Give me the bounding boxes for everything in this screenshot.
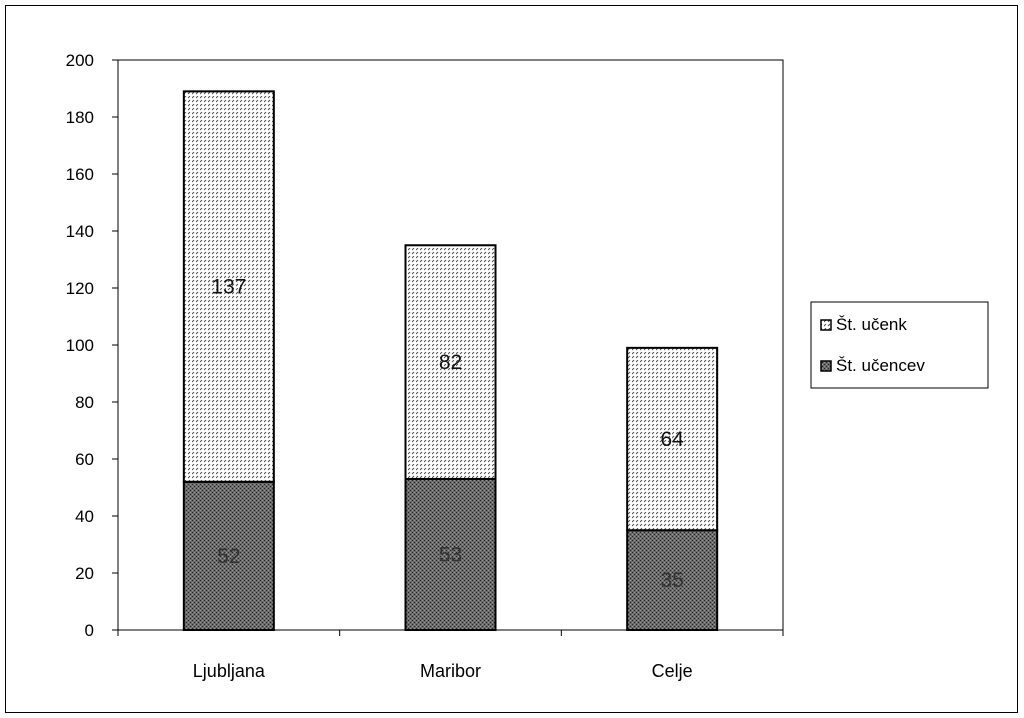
data-label: 64 [660,428,684,451]
bar-segment [626,346,719,532]
y-tick-label: 120 [66,279,94,298]
bar-segment [404,244,497,480]
x-tick-label: Maribor [420,661,481,681]
bar-segment [404,477,497,632]
bars: 52 137 53 82 35 64 [182,90,719,632]
legend: Št. učenk Št. učencev [810,301,989,389]
y-tick-label: 0 [85,621,94,640]
y-tick-label: 200 [66,51,94,70]
data-label: 137 [211,276,246,299]
x-tick-label: Celje [652,661,693,681]
bar-segment [182,90,275,483]
data-label: 53 [439,543,462,566]
y-tick-label: 180 [66,108,94,127]
y-axis: 0 20 40 60 80 100 120 140 160 180 200 [66,51,118,640]
y-tick-label: 20 [75,564,94,583]
y-tick-label: 160 [66,165,94,184]
legend-box [810,301,989,389]
legend-swatch [820,360,832,372]
y-tick-label: 40 [75,507,94,526]
y-tick-label: 100 [66,336,94,355]
x-axis: Ljubljana Maribor Celje [117,630,784,681]
data-label: 52 [217,545,240,568]
y-tick-label: 140 [66,222,94,241]
legend-label: Št. učencev [836,356,925,375]
y-tick-label: 60 [75,450,94,469]
data-label: 35 [660,569,683,592]
legend-label: Št. učenk [836,315,907,334]
x-tick-label: Ljubljana [193,661,266,681]
data-label: 82 [439,351,462,374]
y-tick-label: 80 [75,393,94,412]
chart-frame [5,5,1018,713]
legend-swatch [820,319,832,331]
